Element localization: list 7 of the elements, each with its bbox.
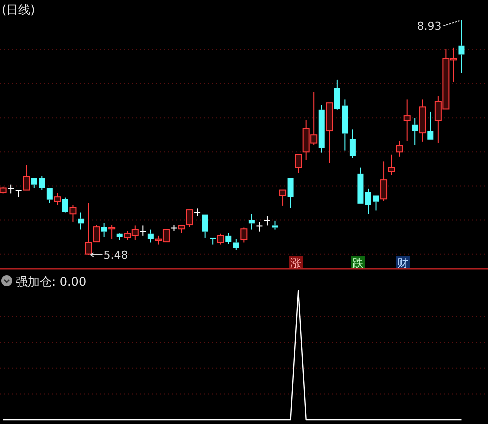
text: 跌 xyxy=(352,257,364,270)
text: 财 xyxy=(398,257,408,270)
chart-title: (日线) xyxy=(2,3,36,17)
text: 涨 xyxy=(290,257,302,270)
annotation: 8.93 xyxy=(417,20,442,33)
annotation: 5.48 xyxy=(104,249,128,262)
chart-title: 强加仓: 0.00 xyxy=(16,275,87,289)
